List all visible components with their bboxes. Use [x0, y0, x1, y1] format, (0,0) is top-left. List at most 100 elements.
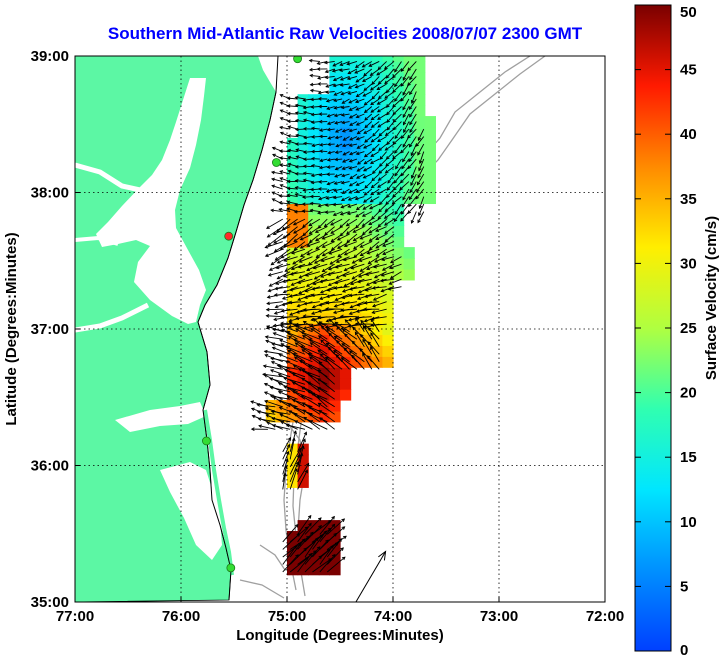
velocity-arrow	[303, 301, 320, 306]
velocity-arrow	[362, 91, 373, 97]
velocity-cell	[308, 181, 320, 194]
velocity-arrow	[294, 95, 306, 100]
velocity-arrow	[342, 136, 350, 141]
velocity-cell	[393, 137, 405, 150]
velocity-arrow	[303, 135, 313, 140]
velocity-arrow	[339, 218, 350, 229]
velocity-cell	[297, 389, 309, 401]
velocity-arrow	[334, 135, 343, 140]
velocity-arrow	[326, 526, 346, 543]
velocity-arrow	[378, 143, 387, 152]
velocity-cell	[329, 531, 341, 543]
james-river	[75, 302, 150, 333]
velocity-cell	[424, 192, 436, 205]
velocity-arrow	[362, 76, 373, 82]
velocity-cell	[329, 389, 341, 401]
velocity-arrow	[250, 427, 268, 431]
velocity-cell	[361, 83, 373, 95]
velocity-arrow	[318, 165, 328, 170]
velocity-cell	[382, 345, 394, 357]
velocity-arrow	[264, 407, 283, 415]
velocity-arrow	[317, 349, 335, 363]
velocity-arrow	[302, 171, 313, 176]
rappahannock-river	[75, 235, 119, 246]
velocity-cell	[371, 345, 383, 357]
colorbar-tick-label: 0	[680, 642, 688, 659]
velocity-arrow	[318, 196, 328, 201]
velocity-arrow	[297, 514, 312, 535]
velocity-arrow	[309, 356, 328, 370]
velocity-arrow	[305, 278, 321, 287]
velocity-cell	[361, 301, 373, 314]
velocity-cell	[371, 290, 383, 303]
velocity-arrow	[343, 241, 358, 248]
velocity-arrow	[294, 342, 313, 355]
velocity-cell	[329, 126, 341, 139]
velocity-arrow	[371, 166, 380, 175]
velocity-cell	[329, 563, 341, 576]
velocity-arrow	[359, 241, 372, 248]
velocity-cell	[371, 236, 383, 248]
velocity-arrow	[355, 136, 365, 141]
velocity-arrow	[326, 181, 335, 186]
velocity-cell	[287, 378, 299, 390]
velocity-cell	[340, 203, 352, 215]
velocity-arrow	[286, 119, 298, 124]
velocity-arrow	[401, 196, 410, 208]
velocity-arrow	[369, 83, 380, 91]
velocity-arrow	[388, 263, 402, 270]
station-marker	[224, 231, 234, 241]
velocity-arrow	[392, 68, 402, 79]
velocity-arrow	[410, 173, 417, 187]
velocity-arrow	[357, 286, 372, 294]
velocity-arrow	[310, 328, 328, 340]
velocity-arrow	[392, 136, 402, 145]
velocity-arrow	[301, 349, 321, 363]
velocity-arrow	[282, 523, 299, 543]
velocity-arrow	[368, 218, 380, 226]
velocity-arrow	[371, 173, 380, 182]
velocity-cell	[287, 367, 299, 379]
velocity-cell	[287, 301, 299, 314]
velocity-cell	[329, 378, 341, 390]
velocity-arrow	[384, 233, 395, 243]
velocity-arrow	[363, 158, 373, 165]
velocity-cell	[424, 137, 436, 150]
velocity-cell	[287, 443, 299, 456]
velocity-cell	[287, 290, 299, 303]
velocity-arrow	[310, 293, 328, 297]
velocity-arrow	[370, 98, 380, 106]
velocity-cell	[393, 258, 405, 270]
velocity-arrow	[348, 350, 365, 363]
velocity-arrow	[266, 218, 283, 229]
velocity-cell	[297, 258, 309, 270]
velocity-arrow	[271, 184, 283, 190]
velocity-arrow	[267, 271, 283, 277]
velocity-cell	[297, 323, 309, 336]
velocity-cell	[403, 148, 415, 161]
velocity-cell	[297, 247, 309, 259]
velocity-arrow	[392, 151, 402, 160]
velocity-arrow	[295, 148, 306, 152]
velocity-arrow	[349, 136, 358, 141]
chesapeake-bay	[96, 78, 206, 324]
velocity-arrow	[288, 300, 306, 305]
velocity-arrow	[368, 233, 380, 242]
velocity-arrow	[378, 158, 387, 167]
velocity-arrow	[346, 76, 358, 81]
velocity-cell	[350, 94, 362, 106]
velocity-arrow	[377, 61, 387, 71]
velocity-arrow	[369, 203, 380, 210]
velocity-arrow	[370, 316, 387, 321]
velocity-arrow	[355, 315, 372, 320]
velocity-cell	[371, 105, 383, 117]
velocity-arrow	[318, 134, 328, 139]
velocity-cell	[350, 247, 362, 259]
velocity-arrow	[380, 286, 395, 293]
velocity-arrow	[341, 120, 350, 125]
velocity-cell	[382, 312, 394, 325]
velocity-arrow	[304, 271, 320, 277]
velocity-cell	[382, 61, 394, 73]
velocity-arrow	[355, 173, 365, 179]
velocity-arrow	[295, 316, 313, 321]
